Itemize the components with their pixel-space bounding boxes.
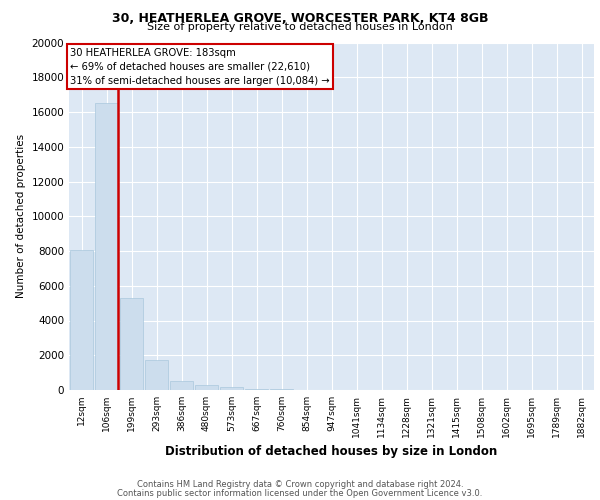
Bar [170, 382, 193, 390]
Bar [145, 360, 168, 390]
Bar [195, 385, 218, 390]
Y-axis label: Number of detached properties: Number of detached properties [16, 134, 26, 298]
Text: Contains public sector information licensed under the Open Government Licence v3: Contains public sector information licen… [118, 488, 482, 498]
Bar [120, 298, 143, 390]
Text: 30, HEATHERLEA GROVE, WORCESTER PARK, KT4 8GB: 30, HEATHERLEA GROVE, WORCESTER PARK, KT… [112, 12, 488, 26]
Bar [95, 104, 118, 390]
Text: Size of property relative to detached houses in London: Size of property relative to detached ho… [147, 22, 453, 32]
Text: Contains HM Land Registry data © Crown copyright and database right 2024.: Contains HM Land Registry data © Crown c… [137, 480, 463, 489]
X-axis label: Distribution of detached houses by size in London: Distribution of detached houses by size … [166, 446, 497, 458]
Bar [70, 250, 93, 390]
Text: 30 HEATHERLEA GROVE: 183sqm
← 69% of detached houses are smaller (22,610)
31% of: 30 HEATHERLEA GROVE: 183sqm ← 69% of det… [70, 48, 330, 86]
Bar [220, 388, 243, 390]
Bar [245, 389, 268, 390]
